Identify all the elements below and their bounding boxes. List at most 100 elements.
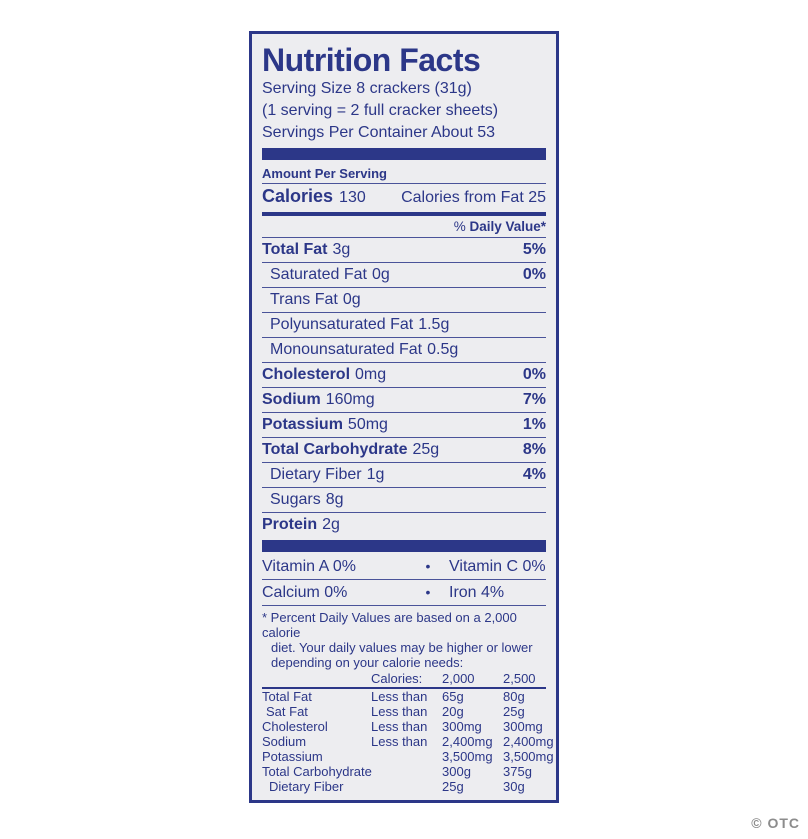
table-row-sodium: Sodium Less than 2,400mg 2,400mg bbox=[262, 734, 554, 749]
nutrient-name: Protein bbox=[262, 516, 318, 533]
nutrient-amount: 160mg bbox=[325, 391, 375, 408]
row-2500-value: 3,500mg bbox=[503, 749, 554, 764]
vitamin-c-value: Vitamin C 0% bbox=[449, 558, 546, 575]
nutrient-amount: 50mg bbox=[347, 416, 388, 433]
servings-per-container-line: Servings Per Container About 53 bbox=[262, 124, 496, 141]
row-2000-value: 25g bbox=[442, 779, 464, 794]
row-2000-value: 20g bbox=[442, 704, 464, 719]
nutrient-name: Monounsaturated Fat bbox=[270, 341, 423, 358]
nutrient-amount: 0g bbox=[371, 266, 390, 283]
calories-row: Calories 130 Calories from Fat 25 bbox=[262, 184, 546, 210]
nutrient-amount: 0mg bbox=[355, 366, 387, 383]
nutrient-row-polyunsaturated-fat: Polyunsaturated Fat 1.5g bbox=[262, 313, 546, 338]
row-label: Potassium bbox=[262, 749, 323, 764]
nutrient-amount: 0g bbox=[342, 291, 361, 308]
nutrient-name: Potassium bbox=[262, 416, 343, 433]
row-condition: Less than bbox=[371, 734, 428, 749]
daily-values-footnote: * Percent Daily Values are based on a 2,… bbox=[262, 606, 546, 670]
nutrient-row-sugars: Sugars 8g bbox=[262, 488, 546, 513]
row-label: Total Fat bbox=[262, 689, 312, 704]
calories-label: Calories bbox=[262, 186, 334, 206]
nutrient-name: Trans Fat bbox=[270, 291, 338, 308]
row-label: Dietary Fiber bbox=[269, 779, 344, 794]
daily-value-header: % Daily Value* bbox=[262, 217, 546, 238]
header-2000-col: 2,000 bbox=[442, 671, 475, 686]
row-condition: Less than bbox=[371, 704, 428, 719]
nutrient-amount: 3g bbox=[332, 241, 351, 258]
row-2000-value: 300mg bbox=[442, 719, 482, 734]
nutrient-daily-value: 8% bbox=[522, 441, 546, 458]
row-2000-value: 2,400mg bbox=[442, 734, 493, 749]
nutrient-daily-value: 0% bbox=[522, 366, 546, 383]
thick-divider-bar bbox=[262, 540, 546, 552]
nutrient-name: Sodium bbox=[262, 391, 321, 408]
table-row-cholesterol: Cholesterol Less than 300mg 300mg bbox=[262, 719, 546, 734]
row-2500-value: 375g bbox=[503, 764, 532, 779]
serving-info: Serving Size 8 crackers (31g) (1 serving… bbox=[262, 78, 546, 144]
nutrient-amount: 25g bbox=[412, 441, 440, 458]
row-label: Sat Fat bbox=[266, 704, 308, 719]
serving-equivalence-line: (1 serving = 2 full cracker sheets) bbox=[262, 102, 499, 119]
copyright-watermark: © OTC bbox=[751, 815, 800, 831]
calories-value: 130 bbox=[339, 189, 366, 206]
daily-value-header-text: Daily Value* bbox=[469, 219, 546, 234]
nutrient-name: Dietary Fiber bbox=[270, 466, 362, 483]
nutrient-row-cholesterol: Cholesterol 0mg 0% bbox=[262, 363, 546, 388]
nutrient-amount: 1g bbox=[366, 466, 385, 483]
table-row-total-fat: Total Fat Less than 65g 80g bbox=[262, 689, 546, 704]
row-2000-value: 3,500mg bbox=[442, 749, 493, 764]
nutrient-name: Saturated Fat bbox=[270, 266, 367, 283]
bullet-separator: • bbox=[425, 558, 431, 574]
nutrient-name: Total Carbohydrate bbox=[262, 441, 408, 458]
row-label: Sodium bbox=[262, 734, 307, 749]
footnote-line: * Percent Daily Values are based on a 2,… bbox=[262, 610, 517, 640]
nutrient-daily-value: 5% bbox=[522, 241, 546, 258]
label-title: Nutrition Facts bbox=[262, 42, 481, 78]
row-label: Total Carbohydrate bbox=[262, 764, 372, 779]
nutrient-amount: 1.5g bbox=[418, 316, 450, 333]
table-row-sat-fat: Sat Fat Less than 20g 25g bbox=[262, 704, 546, 719]
row-condition bbox=[371, 749, 442, 764]
nutrient-name: Cholesterol bbox=[262, 366, 351, 383]
nutrient-daily-value: 7% bbox=[522, 391, 546, 408]
nutrient-name: Sugars bbox=[270, 491, 321, 508]
row-2500-value: 80g bbox=[503, 689, 525, 704]
vitamin-row-1: Vitamin A 0% • Vitamin C 0% bbox=[262, 554, 546, 580]
nutrient-row-sodium: Sodium 160mg 7% bbox=[262, 388, 546, 413]
footnote-line: depending on your calorie needs: bbox=[271, 655, 464, 670]
iron-value: Iron 4% bbox=[449, 584, 505, 601]
row-2500-value: 2,400mg bbox=[503, 734, 554, 749]
nutrient-daily-value: 1% bbox=[522, 416, 546, 433]
medium-divider-bar bbox=[262, 212, 546, 216]
footnote-line: diet. Your daily values may be higher or… bbox=[271, 640, 533, 655]
vitamin-row-2: Calcium 0% • Iron 4% bbox=[262, 580, 546, 606]
reference-values-table: Calories: 2,000 2,500 Total Fat Less tha… bbox=[262, 671, 554, 794]
bullet-separator: • bbox=[425, 584, 431, 600]
nutrient-amount: 0.5g bbox=[427, 341, 459, 358]
calcium-value: Calcium 0% bbox=[262, 584, 348, 601]
nutrient-row-saturated-fat: Saturated Fat 0g 0% bbox=[262, 263, 546, 288]
row-2000-value: 300g bbox=[442, 764, 471, 779]
header-spacer bbox=[262, 671, 371, 686]
row-condition bbox=[371, 764, 442, 779]
amount-per-serving-heading: Amount Per Serving bbox=[262, 163, 546, 184]
row-label: Cholesterol bbox=[262, 719, 328, 734]
row-2500-value: 30g bbox=[503, 779, 525, 794]
nutrition-facts-label: Nutrition Facts Serving Size 8 crackers … bbox=[249, 31, 559, 803]
table-row-total-carbohydrate: Total Carbohydrate 300g 375g bbox=[262, 764, 546, 779]
header-2500-col: 2,500 bbox=[503, 671, 536, 686]
vitamin-a-value: Vitamin A 0% bbox=[262, 558, 356, 575]
daily-value-percent-sign: % bbox=[453, 219, 470, 234]
thick-divider-bar bbox=[262, 148, 546, 160]
nutrient-row-protein: Protein 2g bbox=[262, 513, 546, 537]
row-condition: Less than bbox=[371, 689, 428, 704]
row-condition: Less than bbox=[371, 719, 428, 734]
row-condition bbox=[371, 779, 442, 794]
nutrient-row-total-fat: Total Fat 3g 5% bbox=[262, 238, 546, 263]
nutrient-row-trans-fat: Trans Fat 0g bbox=[262, 288, 546, 313]
nutrient-row-monounsaturated-fat: Monounsaturated Fat 0.5g bbox=[262, 338, 546, 363]
nutrient-daily-value: 4% bbox=[522, 466, 546, 483]
reference-table-header: Calories: 2,000 2,500 bbox=[262, 671, 546, 689]
header-calories-label: Calories: bbox=[371, 671, 423, 686]
serving-size-line: Serving Size 8 crackers (31g) bbox=[262, 80, 472, 97]
